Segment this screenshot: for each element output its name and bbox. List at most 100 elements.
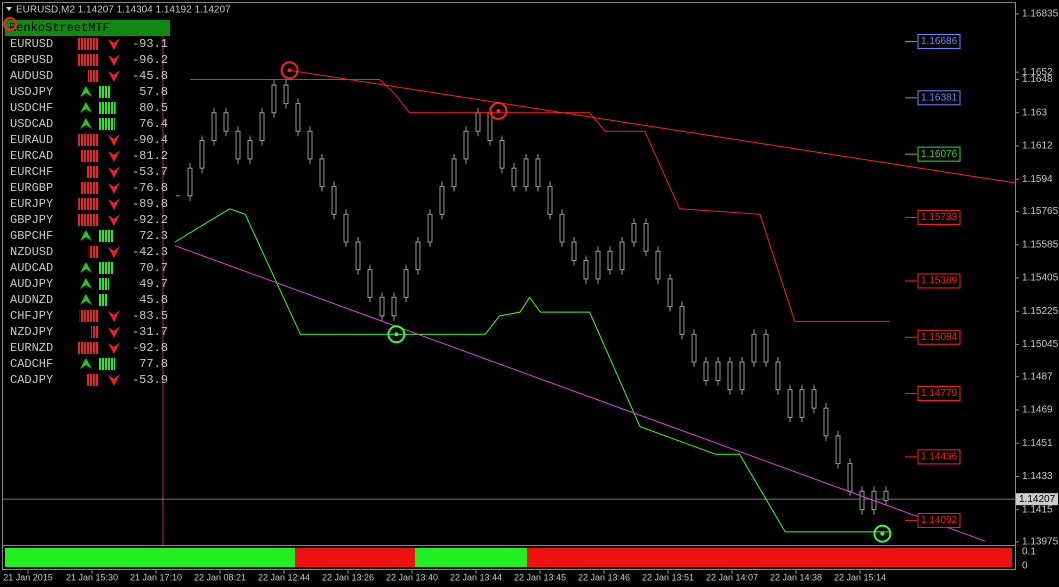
value: -90.4 — [132, 133, 168, 147]
strip — [5, 548, 1012, 567]
panel-row: AUDNZD 45.8 — [10, 293, 168, 307]
signal-marker — [873, 524, 892, 543]
candle — [355, 241, 361, 271]
x-tick-label: 22 Jan 13:46 — [578, 572, 630, 582]
candle — [223, 112, 229, 132]
value: 70.7 — [139, 261, 168, 275]
menu-arrow — [6, 7, 12, 11]
level-box — [917, 386, 961, 402]
level-box — [917, 34, 961, 50]
symbol: USDCHF — [10, 101, 53, 115]
panel-row: USDJPY 57.8 — [10, 85, 168, 99]
indicator-line — [174, 245, 986, 542]
value: 76.4 — [139, 117, 168, 131]
strength-bar — [77, 342, 98, 354]
current-price-box — [1016, 493, 1058, 506]
panel-title-box — [5, 20, 170, 36]
level-label: 1.16076 — [921, 149, 958, 160]
candle — [427, 213, 433, 243]
y-tick-label: 1.15225 — [1022, 306, 1059, 317]
strength-bar — [88, 246, 98, 258]
candle — [619, 241, 625, 271]
strength-bar — [86, 166, 98, 178]
strength-bar — [98, 230, 114, 242]
value: -45.8 — [132, 69, 168, 83]
strength-bar — [98, 358, 116, 370]
signal-marker — [387, 325, 406, 344]
candle — [295, 103, 301, 132]
symbol: CADJPY — [10, 373, 53, 387]
candle — [883, 490, 889, 501]
direction-arrow — [108, 54, 120, 66]
symbol: GBPJPY — [10, 213, 53, 227]
direction-arrow — [80, 294, 92, 305]
direction-arrow — [108, 246, 120, 258]
level-label: 1.14436 — [921, 452, 958, 463]
signal-marker — [280, 61, 299, 80]
current-price-label: 1.14207 — [1019, 494, 1056, 505]
panel-row: EURJPY -89.8 — [10, 197, 168, 211]
symbol: NZDUSD — [10, 245, 53, 259]
symbol: GBPCHF — [10, 229, 53, 243]
y-tick-label: 1.15045 — [1022, 339, 1059, 350]
x-tick-label: 22 Jan 14:07 — [706, 572, 758, 582]
strength-bar — [98, 278, 109, 290]
strength-bar — [78, 134, 98, 146]
candle — [631, 223, 637, 243]
value: 49.7 — [139, 277, 168, 291]
candle — [835, 435, 841, 465]
signal-dot — [287, 68, 292, 73]
strength-bar — [98, 86, 111, 98]
x-tick-label: 22 Jan 08:21 — [194, 572, 246, 582]
candle — [715, 361, 721, 381]
level-box — [917, 512, 961, 528]
direction-arrow — [80, 262, 92, 273]
candle — [571, 241, 577, 261]
strength-bar — [77, 38, 98, 50]
panel-row: EURUSD -93.1 — [10, 37, 168, 51]
symbol: EURGBP — [10, 181, 53, 195]
y-tick-label: 1.1415 — [1022, 504, 1053, 515]
candle — [199, 139, 205, 169]
value: 77.8 — [139, 357, 168, 371]
candle — [763, 333, 769, 363]
level-box — [917, 90, 961, 106]
direction-arrow — [108, 198, 120, 210]
candle — [187, 167, 193, 197]
y-tick-label: 1.15765 — [1022, 206, 1059, 217]
candle — [535, 158, 541, 188]
candle — [583, 259, 589, 280]
strip-segment — [527, 548, 1012, 567]
direction-arrow — [108, 326, 120, 338]
candle — [247, 139, 253, 160]
candle — [523, 158, 529, 188]
symbol: CHFJPY — [10, 309, 53, 323]
y-tick-label: 1.1451 — [1022, 438, 1053, 449]
level-box — [917, 273, 961, 289]
strip-segment — [415, 548, 527, 567]
strength-bar — [79, 310, 98, 322]
candle — [823, 407, 829, 437]
candle — [259, 112, 265, 141]
level-label: 1.16686 — [921, 36, 958, 47]
panel-row: USDCHF 80.5 — [10, 101, 168, 115]
candle — [271, 84, 277, 114]
signal-dot — [880, 531, 885, 536]
value: 72.3 — [139, 229, 168, 243]
x-tick-label: 22 Jan 12:44 — [258, 572, 310, 582]
panel-row: EURGBP -76.8 — [10, 181, 168, 195]
y-tick-label: 1.1594 — [1022, 174, 1053, 185]
symbol: EURCHF — [10, 165, 53, 179]
candle — [331, 186, 337, 215]
strength-bar — [78, 198, 98, 210]
strength-bar — [77, 214, 98, 226]
candle — [595, 250, 601, 280]
candle — [847, 463, 853, 492]
signal-dot — [496, 108, 501, 113]
x-tick-label: 22 Jan 13:44 — [450, 572, 502, 582]
indicator-line — [289, 69, 1016, 184]
x-tick-label: 22 Jan 13:40 — [386, 572, 438, 582]
x-tick-label: 21 Jan 15:30 — [66, 572, 118, 582]
candle — [607, 250, 613, 271]
level-label: 1.14092 — [921, 515, 958, 526]
